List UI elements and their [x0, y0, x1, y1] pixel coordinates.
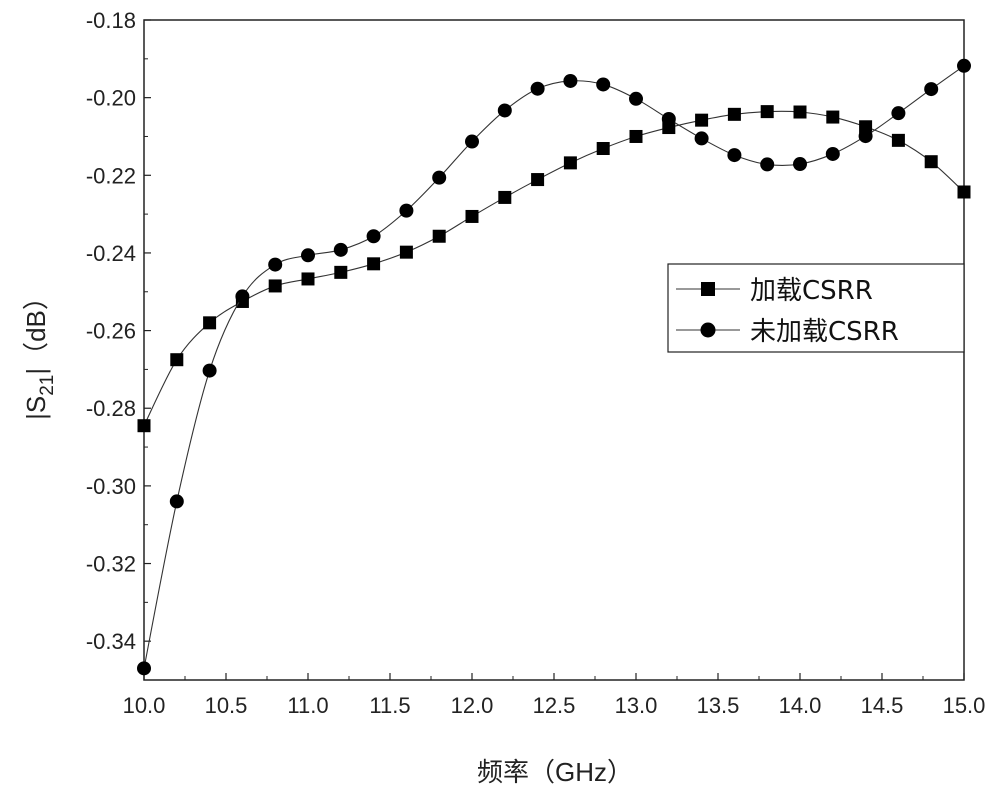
data-point-square	[367, 257, 380, 270]
data-point-circle	[367, 229, 381, 243]
data-point-circle	[235, 289, 249, 303]
legend-marker-square	[701, 282, 715, 296]
data-point-circle	[793, 157, 807, 171]
data-point-circle	[334, 243, 348, 257]
x-tick-label: 14.5	[861, 693, 904, 718]
data-point-circle	[563, 74, 577, 88]
y-axis-ticks: -0.34 -0.32 -0.30 -0.28 -0.26 -0.24 -0.22 -0.20…	[86, 8, 151, 654]
series-unloaded	[137, 59, 971, 676]
series-layer	[137, 59, 971, 676]
data-point-square	[728, 108, 741, 121]
y-tick-label: -0.34	[86, 629, 136, 654]
data-point-circle	[268, 258, 282, 272]
legend-label-unloaded: 未加载CSRR	[750, 317, 899, 347]
data-point-square	[433, 230, 446, 243]
data-point-circle	[465, 135, 479, 149]
data-point-circle	[531, 82, 545, 96]
data-point-square	[925, 155, 938, 168]
data-point-circle	[760, 157, 774, 171]
y-tick-label: -0.22	[86, 163, 136, 188]
data-point-square	[400, 246, 413, 259]
data-point-circle	[957, 59, 971, 73]
data-point-square	[170, 353, 183, 366]
legend-marker-circle	[701, 323, 716, 338]
data-point-square	[498, 191, 511, 204]
data-point-square	[761, 105, 774, 118]
data-point-circle	[137, 661, 151, 675]
data-point-circle	[826, 147, 840, 161]
data-point-circle	[695, 131, 709, 145]
x-tick-label: 12.5	[533, 693, 576, 718]
x-tick-label: 10.5	[205, 693, 248, 718]
data-point-circle	[859, 129, 873, 143]
legend: 加载CSRR 未加载CSRR	[668, 264, 964, 352]
y-tick-label: -0.20	[86, 86, 136, 111]
y-tick-label: -0.32	[86, 552, 136, 577]
data-point-square	[138, 419, 151, 432]
data-point-square	[334, 266, 347, 279]
data-point-circle	[662, 112, 676, 126]
data-point-square	[630, 130, 643, 143]
x-tick-label: 14.0	[779, 693, 822, 718]
y-tick-label: -0.28	[86, 396, 136, 421]
data-point-square	[794, 106, 807, 119]
x-tick-label: 10.0	[123, 693, 166, 718]
data-point-circle	[498, 103, 512, 117]
y-axis-title: |S21|（dB）	[21, 284, 58, 420]
data-point-square	[302, 272, 315, 285]
x-tick-label: 11.5	[369, 693, 410, 718]
data-point-circle	[203, 364, 217, 378]
x-axis-title: 频率（GHz）	[477, 757, 633, 787]
data-point-circle	[727, 148, 741, 162]
data-point-circle	[629, 92, 643, 106]
y-tick-label: -0.18	[86, 8, 136, 33]
data-point-circle	[891, 106, 905, 120]
data-point-square	[892, 134, 905, 147]
y-tick-label: -0.30	[86, 474, 136, 499]
x-tick-label: 12.0	[451, 693, 494, 718]
x-tick-label: 15.0	[943, 693, 986, 718]
data-point-square	[269, 279, 282, 292]
data-point-circle	[924, 82, 938, 96]
data-point-square	[826, 111, 839, 124]
y-tick-label: -0.26	[86, 319, 136, 344]
data-point-square	[958, 185, 971, 198]
legend-label-loaded: 加载CSRR	[750, 276, 873, 306]
series-line-unloaded	[144, 66, 964, 669]
data-point-square	[466, 210, 479, 223]
data-point-circle	[170, 494, 184, 508]
data-point-circle	[399, 204, 413, 218]
x-tick-label: 13.0	[615, 693, 658, 718]
data-point-square	[695, 114, 708, 127]
y-axis-title-subscript: 21	[37, 375, 58, 396]
data-point-circle	[301, 248, 315, 262]
y-axis-title-main: |S	[21, 396, 51, 420]
y-axis-title-tail: |（dB）	[21, 284, 51, 375]
data-point-square	[564, 156, 577, 169]
y-tick-label: -0.24	[86, 241, 136, 266]
x-tick-label: 11.0	[287, 693, 328, 718]
data-point-circle	[596, 77, 610, 91]
x-tick-label: 13.5	[697, 693, 740, 718]
data-point-square	[531, 173, 544, 186]
data-point-circle	[432, 171, 446, 185]
data-point-square	[203, 316, 216, 329]
data-point-square	[597, 142, 610, 155]
